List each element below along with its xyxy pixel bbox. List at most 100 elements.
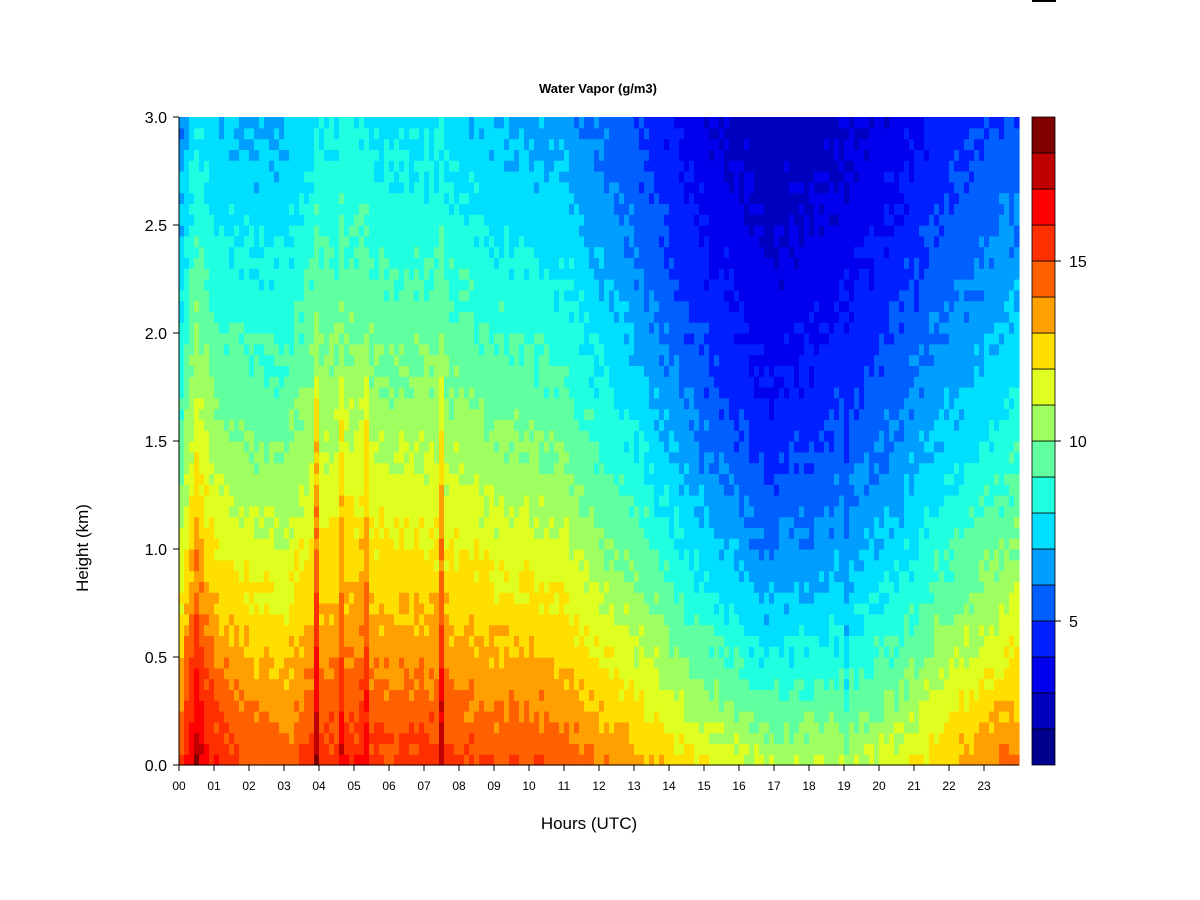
heatmap-cell <box>399 516 405 528</box>
heatmap-cell <box>409 732 415 744</box>
heatmap-cell <box>189 246 195 258</box>
heatmap-cell <box>489 484 495 496</box>
heatmap-cell <box>424 484 430 496</box>
heatmap-cell <box>304 117 310 129</box>
heatmap-cell <box>214 581 220 593</box>
heatmap-cell <box>389 516 395 528</box>
heatmap-cell <box>489 225 495 237</box>
heatmap-cell <box>399 225 405 237</box>
heatmap-cell <box>519 667 525 680</box>
heatmap-cell <box>369 300 375 312</box>
heatmap-cell <box>389 117 395 129</box>
heatmap-cell <box>269 214 275 226</box>
heatmap-cell <box>509 171 515 183</box>
heatmap-cell <box>589 192 595 204</box>
heatmap-cell <box>494 268 500 280</box>
heatmap-cell <box>224 689 230 701</box>
heatmap-cell <box>219 549 225 561</box>
heatmap-cell <box>274 484 280 496</box>
heatmap-cell <box>359 127 365 140</box>
heatmap-cell <box>364 559 370 572</box>
heatmap-cell <box>489 127 495 140</box>
heatmap-cell <box>179 570 185 582</box>
heatmap-cell <box>374 538 380 550</box>
heatmap-cell <box>589 214 595 226</box>
heatmap-cell <box>524 495 530 507</box>
heatmap-cell <box>424 343 430 356</box>
heatmap-cell <box>294 171 300 183</box>
heatmap-cell <box>454 289 460 302</box>
heatmap-cell <box>579 678 585 690</box>
heatmap-cell <box>244 300 250 312</box>
heatmap-cell <box>444 117 450 129</box>
heatmap-cell <box>184 192 190 204</box>
heatmap-cell <box>434 657 440 669</box>
heatmap-cell <box>224 635 230 647</box>
heatmap-cell <box>199 311 205 323</box>
heatmap-cell <box>254 721 260 734</box>
heatmap-cell <box>439 246 445 258</box>
heatmap-cell <box>464 484 470 496</box>
heatmap-cell <box>249 451 255 464</box>
heatmap-cell <box>339 322 345 334</box>
heatmap-cell <box>459 300 465 312</box>
heatmap-cell <box>529 646 535 658</box>
heatmap-cell <box>199 300 205 312</box>
heatmap-cell <box>309 549 315 561</box>
heatmap-cell <box>204 192 210 204</box>
heatmap-cell <box>264 203 270 215</box>
heatmap-cell <box>464 322 470 334</box>
heatmap-cell <box>574 592 580 604</box>
heatmap-cell <box>349 559 355 572</box>
heatmap-cell <box>544 754 550 766</box>
heatmap-cell <box>479 505 485 518</box>
heatmap-cell <box>394 678 400 690</box>
heatmap-cell <box>469 667 475 680</box>
heatmap-cell <box>474 214 480 226</box>
heatmap-cell <box>349 333 355 345</box>
heatmap-cell <box>399 559 405 572</box>
heatmap-cell <box>589 419 595 431</box>
heatmap-cell <box>439 311 445 323</box>
heatmap-cell <box>264 300 270 312</box>
heatmap-cell <box>429 214 435 226</box>
heatmap-cell <box>209 657 215 669</box>
heatmap-cell <box>464 397 470 410</box>
heatmap-cell <box>319 473 325 485</box>
heatmap-cell <box>544 171 550 183</box>
heatmap-cell <box>519 127 525 140</box>
heatmap-cell <box>329 311 335 323</box>
heatmap-cell <box>204 495 210 507</box>
heatmap-cell <box>234 743 240 755</box>
heatmap-cell <box>294 246 300 258</box>
heatmap-cell <box>554 732 560 744</box>
heatmap-cell <box>454 181 460 194</box>
heatmap-cell <box>574 700 580 712</box>
heatmap-cell <box>419 495 425 507</box>
heatmap-cell <box>279 473 285 485</box>
heatmap-cell <box>544 376 550 388</box>
heatmap-cell <box>284 570 290 582</box>
heatmap-cell <box>509 246 515 258</box>
heatmap-cell <box>389 754 395 766</box>
heatmap-cell <box>559 581 565 593</box>
heatmap-cell <box>339 473 345 485</box>
heatmap-cell <box>534 516 540 528</box>
heatmap-cell <box>419 333 425 345</box>
heatmap-cell <box>484 289 490 302</box>
heatmap-cell <box>249 354 255 366</box>
heatmap-cell <box>379 484 385 496</box>
heatmap-cell <box>234 538 240 550</box>
heatmap-cell <box>194 149 200 161</box>
heatmap-cell <box>284 268 290 280</box>
heatmap-cell <box>329 516 335 528</box>
heatmap-cell <box>184 333 190 345</box>
heatmap-cell <box>289 505 295 518</box>
heatmap-cell <box>449 603 455 615</box>
heatmap-cell <box>254 430 260 442</box>
heatmap-cell <box>264 397 270 410</box>
heatmap-cell <box>344 549 350 561</box>
heatmap-cell <box>274 538 280 550</box>
heatmap-cell <box>259 268 265 280</box>
heatmap-cell <box>379 322 385 334</box>
